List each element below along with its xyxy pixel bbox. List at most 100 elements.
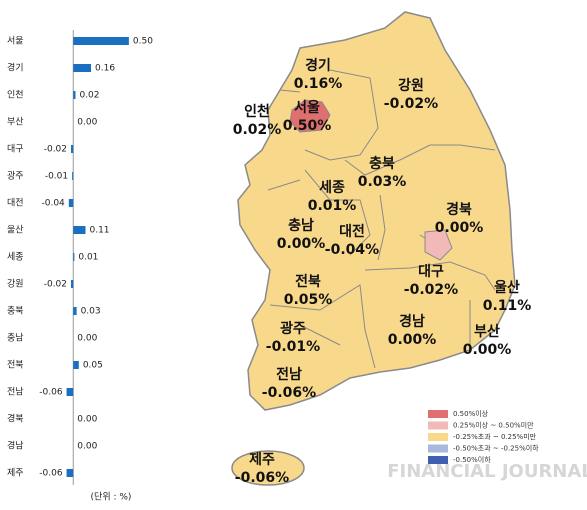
region-value: 0.03% (358, 174, 407, 190)
bar (72, 172, 74, 180)
region-name: 울산 (494, 279, 520, 296)
category-label: 경기 (7, 62, 24, 74)
region-name: 광주 (280, 320, 306, 337)
category-label: 강원 (7, 279, 24, 290)
value-label: 0.00 (77, 118, 97, 128)
legend-swatch (428, 421, 448, 430)
legend-swatch (428, 456, 448, 464)
category-label: 전북 (7, 360, 24, 371)
bar (66, 388, 74, 396)
category-label: 인천 (7, 90, 24, 101)
region-value: -0.04% (325, 242, 379, 258)
legend-swatch (428, 433, 448, 441)
bar (66, 469, 74, 477)
region-value: -0.06% (262, 385, 316, 401)
region-name: 대전 (339, 223, 365, 240)
bar (73, 226, 86, 234)
region-name: 인천 (244, 103, 270, 120)
region-name: 강원 (398, 77, 424, 94)
category-label: 충남 (7, 333, 24, 344)
map-borders (267, 69, 496, 369)
category-label: 세종 (7, 252, 24, 263)
bar (73, 307, 77, 315)
bar (73, 361, 79, 369)
legend-label: -0.50%이하 (453, 455, 491, 464)
seoul-area (289, 99, 331, 133)
region-name: 전북 (295, 273, 321, 290)
category-label: 서울 (7, 36, 24, 47)
map-jeju (231, 450, 305, 486)
region-name: 부산 (474, 323, 500, 340)
region-name: 제주 (249, 452, 275, 468)
map (231, 11, 516, 486)
region-name: 경기 (305, 57, 331, 74)
value-label: 0.01 (78, 253, 98, 263)
region-value: 0.11% (483, 298, 532, 314)
bar (71, 145, 74, 153)
region-value: 0.02% (233, 122, 282, 138)
category-label: 부산 (7, 117, 24, 128)
legend-swatch (428, 410, 448, 418)
bar (68, 199, 74, 207)
category-label: 광주 (7, 170, 24, 182)
category-label: 제주 (7, 468, 24, 479)
unit-note: (단위 : %) (91, 492, 132, 503)
region-value: 0.00% (277, 236, 326, 252)
value-label: 0.00 (77, 442, 97, 452)
legend-label: -0.50%초과 ~ -0.25%이하 (453, 444, 539, 453)
value-label: 0.05 (83, 361, 103, 371)
region-name: 대구 (418, 264, 444, 280)
value-label: -0.02 (44, 145, 67, 155)
value-label: -0.02 (44, 280, 67, 290)
region-value: 0.05% (284, 292, 333, 308)
region-name: 전남 (276, 366, 302, 383)
region-name: 충북 (369, 156, 395, 172)
category-label: 경남 (7, 440, 24, 452)
region-value: -0.02% (404, 282, 458, 298)
value-label: 0.00 (77, 415, 97, 425)
legend-swatch (428, 444, 448, 453)
region-name: 서울 (294, 99, 320, 116)
legend-label: 0.50%이상 (453, 409, 489, 418)
category-label: 경북 (7, 413, 24, 425)
value-label: 0.02 (79, 91, 99, 101)
bar (73, 253, 75, 261)
legend-label: 0.25%이상 ~ 0.50%미만 (453, 421, 534, 430)
watermark: FINANCIAL JOURNAL (387, 461, 587, 482)
bar (73, 37, 129, 45)
value-label: 0.00 (77, 334, 97, 344)
region-name: 경남 (399, 313, 425, 330)
value-label: 0.50 (133, 37, 153, 47)
category-label: 울산 (7, 225, 24, 236)
legend-label: -0.25%초과 ~ 0.25%미만 (453, 432, 537, 441)
daegu-area (424, 229, 453, 261)
region-value: 0.00% (435, 220, 484, 236)
region-value: -0.02% (384, 96, 438, 112)
region-value: -0.01% (266, 339, 320, 355)
region-value: 0.00% (463, 342, 512, 358)
value-label: -0.06 (39, 388, 63, 398)
category-label: 충북 (7, 306, 24, 317)
bar (73, 64, 92, 72)
region-name: 충남 (288, 217, 314, 234)
region-value: 0.16% (294, 76, 343, 92)
region-value: 0.00% (388, 332, 437, 348)
value-label: 0.03 (81, 307, 101, 317)
value-label: -0.06 (39, 469, 63, 479)
category-label: 전남 (7, 387, 24, 398)
bar (73, 91, 76, 99)
region-name: 경북 (446, 201, 472, 218)
category-label: 대전 (7, 198, 24, 209)
bar (71, 280, 74, 288)
category-label: 대구 (7, 144, 24, 155)
region-value: 0.50% (283, 118, 332, 134)
value-label: -0.04 (42, 199, 66, 209)
region-name: 세종 (319, 180, 345, 196)
region-value: 0.01% (308, 198, 357, 214)
value-label: 0.16 (95, 64, 115, 74)
value-label: 0.11 (89, 226, 109, 236)
region-value: -0.06% (235, 470, 289, 486)
value-label: -0.01 (45, 172, 68, 182)
